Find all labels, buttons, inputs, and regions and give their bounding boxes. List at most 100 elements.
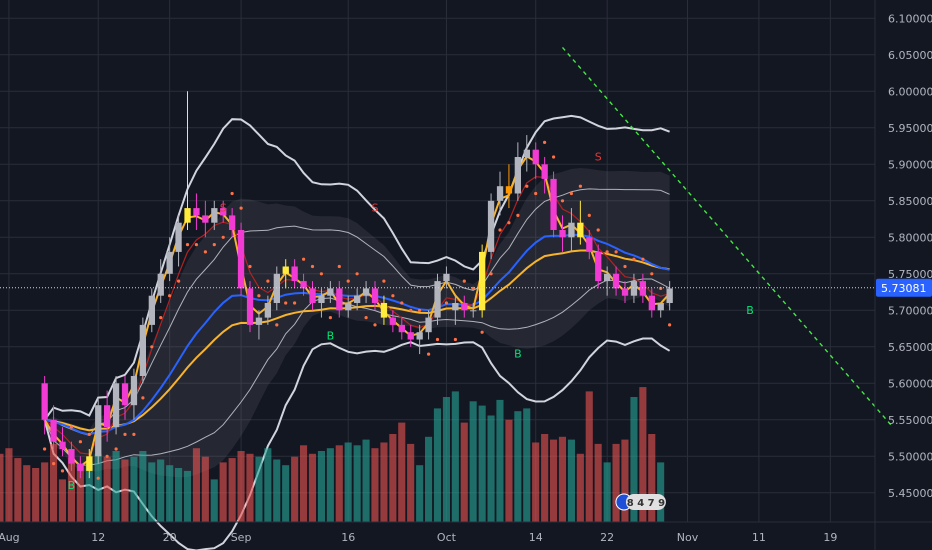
volume-bar (567, 439, 575, 522)
candle-body (621, 288, 629, 296)
price-tick-label: 5.45000 (888, 487, 932, 500)
sar-dot (480, 330, 484, 334)
sar-dot (123, 432, 127, 436)
candle-body (639, 281, 646, 296)
sar-dot (400, 301, 404, 305)
price-tick-label: 5.55000 (888, 414, 932, 427)
sar-dot (230, 191, 234, 196)
date-tick-label: 11 (752, 531, 766, 544)
signal-b-label: B (327, 329, 335, 342)
candle-body (470, 310, 477, 312)
candle-body (550, 178, 557, 230)
sar-dot (560, 199, 565, 203)
date-tick-label: 22 (600, 531, 614, 544)
volume-bar (657, 462, 665, 522)
candle-body (282, 266, 289, 274)
events-badge[interactable]: 8 4 7 9 (615, 493, 666, 511)
volume-bar (416, 465, 424, 522)
volume-bar (460, 422, 468, 522)
candle-body (362, 288, 370, 296)
candle-body (104, 405, 111, 428)
volume-bar (442, 397, 450, 522)
volume-bar (67, 458, 75, 522)
volume-bar (362, 439, 370, 522)
sar-dot (623, 264, 627, 269)
sar-dot (52, 462, 56, 466)
candle-body (514, 157, 521, 194)
volume-bar (541, 434, 549, 522)
sar-dot (444, 301, 448, 305)
candle-body (193, 208, 200, 216)
volume-bar (237, 451, 245, 522)
candle-body (371, 288, 379, 303)
volume-bar (451, 391, 459, 522)
sar-dot (159, 316, 163, 320)
price-tick-label: 5.65000 (888, 341, 932, 354)
sar-dot (87, 432, 91, 436)
sar-dot (587, 213, 591, 217)
volume-bar (32, 468, 40, 522)
volume-bar (5, 448, 13, 522)
candle-body (157, 273, 164, 296)
candle-body (380, 303, 388, 318)
sar-dot (543, 140, 547, 144)
sar-dot (328, 316, 332, 320)
volume-bar (308, 453, 316, 522)
sar-dot (337, 264, 341, 269)
sar-dot (578, 184, 583, 188)
sar-dot (632, 257, 636, 261)
signal-b-label: B (514, 348, 522, 361)
candle-body (354, 295, 361, 303)
volume-bar (317, 451, 325, 522)
candle-body (112, 383, 120, 428)
volume-bar (505, 419, 513, 522)
signal-s-label: S (372, 202, 379, 215)
volume-bar (487, 415, 495, 522)
sar-dot (69, 425, 73, 429)
volume-bars (0, 387, 665, 522)
volume-bar (273, 459, 281, 522)
candle-body (130, 376, 138, 406)
candle-body (41, 383, 48, 420)
volume-bar (300, 445, 308, 522)
sar-dot (221, 235, 225, 239)
date-tick-label: 20 (163, 531, 177, 544)
price-tick-label: 5.50000 (888, 450, 932, 463)
volume-bar (621, 439, 629, 522)
sar-dot (409, 308, 413, 312)
candle-body (121, 383, 129, 406)
last-price-box (876, 278, 932, 297)
candle-body (318, 295, 325, 303)
date-tick-label: Sep (231, 531, 252, 544)
price-tick-label: 5.90000 (888, 158, 932, 171)
sar-dot (177, 279, 181, 283)
sar-dot (373, 323, 377, 327)
volume-bar (264, 448, 272, 522)
candle-body (559, 230, 566, 238)
sar-dot (284, 301, 288, 305)
date-tick-label: Aug (0, 531, 20, 544)
volume-bar (0, 453, 4, 522)
candle-body (568, 222, 575, 238)
sar-dot (614, 250, 618, 254)
volume-bar (594, 443, 602, 522)
date-tick-label: 14 (529, 531, 543, 544)
date-axis[interactable]: Aug 12 20 Sep 16 Oct 14 22 Nov 11 19 (0, 521, 932, 544)
volume-bar (335, 445, 343, 522)
volume-bar (407, 443, 415, 522)
volume-bar (282, 465, 290, 522)
volume-bar (130, 456, 138, 522)
price-tick-label: 6.10000 (888, 12, 932, 25)
volume-bar (496, 399, 504, 522)
candle-body (229, 215, 236, 230)
sar-dot (364, 316, 368, 320)
sar-dot (212, 243, 216, 247)
sar-dot (168, 294, 172, 298)
candle-body (425, 317, 432, 333)
date-tick-label: Nov (677, 531, 699, 544)
date-tick-label: 12 (91, 531, 105, 544)
price-axis[interactable]: 6.10000 6.05000 6.00000 5.95000 5.90000 5.850… (874, 0, 932, 550)
sar-dot (203, 250, 207, 254)
candle-body (443, 273, 450, 282)
volume-bar (612, 443, 620, 522)
